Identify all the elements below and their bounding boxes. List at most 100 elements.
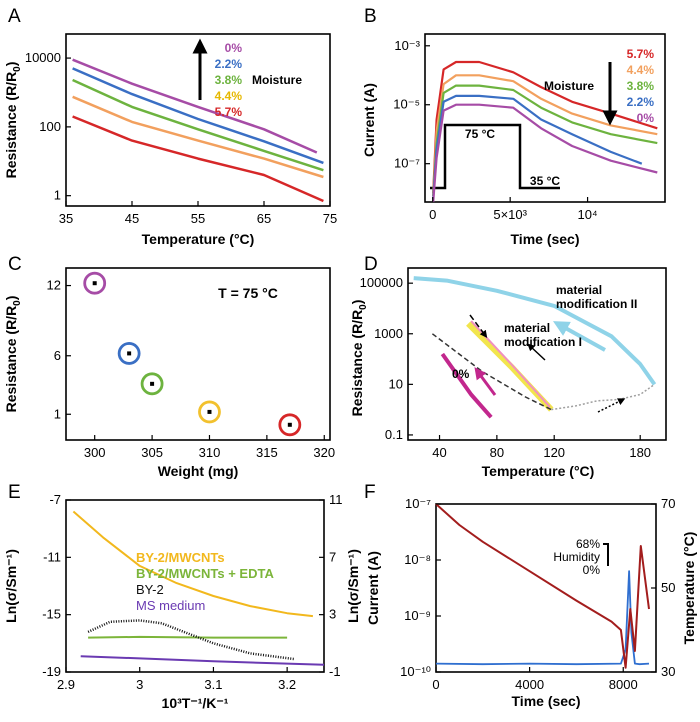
e-ylabel: Ln(σ/Sm⁻¹)	[3, 549, 19, 623]
c-temperature-label: T = 75 °C	[218, 285, 278, 301]
b-legend-0pct: 0%	[637, 111, 655, 125]
a-line-4-4pct	[72, 95, 324, 179]
e-line-by2	[87, 619, 295, 661]
e-xtick-1: 3	[136, 677, 143, 692]
a-line-0pct	[72, 58, 318, 154]
b-legend-2-2pct: 2.2%	[627, 95, 655, 109]
d-ytick-1: 10	[389, 376, 403, 391]
f-ylabel-right: Temperature (°C)	[681, 532, 697, 645]
panel-b-series	[432, 60, 658, 203]
e-legend-by2-mwcnts-edta: BY-2/MWCNTs + EDTA	[136, 566, 274, 581]
f-humidity-0: 0%	[583, 563, 601, 577]
f-rytick-1: 50	[661, 580, 675, 595]
d-ytick-3: 100000	[360, 275, 403, 290]
b-line-4-4pct	[432, 74, 658, 197]
panel-e-x-ticks: 2.9 3 3.1 3.2	[57, 667, 296, 692]
e-legend-by2: BY-2	[136, 582, 164, 597]
c-xtick-3: 315	[256, 445, 278, 460]
b-ytick-0: 10⁻⁷	[394, 156, 420, 171]
d-xtick-2: 120	[543, 445, 565, 460]
a-xtick-1: 45	[125, 211, 139, 226]
d-down-arrow	[469, 314, 488, 338]
e-xtick-2: 3.1	[204, 677, 222, 692]
f-line-current	[435, 570, 650, 666]
d-line-modification-ii	[413, 276, 657, 386]
a-xtick-3: 65	[257, 211, 271, 226]
b-moisture-label: Moisture	[544, 79, 594, 93]
f-xtick-1: 4000	[515, 677, 544, 692]
f-line-temperature	[435, 503, 650, 669]
panel-c-x-ticks: 300 305 310 315 320	[84, 435, 335, 460]
panel-f-y-ticks: 10⁻¹⁰ 10⁻⁹ 10⁻⁸ 10⁻⁷	[400, 496, 441, 679]
f-rytick-2: 70	[661, 496, 675, 511]
e-ytick-0: -7	[49, 492, 61, 507]
e-line-by2-mwcnts-edta	[88, 635, 288, 639]
panel-a: 35 45 55 65 75 1 100 10000 Temperature (…	[3, 33, 337, 247]
panel-f-x-ticks: 0 4000 8000	[432, 667, 638, 692]
panel-e: 2.9 3 3.1 3.2 -7 -11 -15 -19 11 7 3 -1 1…	[3, 492, 361, 711]
d-xlabel: Temperature (°C)	[482, 463, 595, 479]
f-humidity-label: Humidity	[553, 550, 600, 564]
d-mod-i-line2: modification I	[504, 335, 582, 349]
f-xlabel: Time (sec)	[512, 693, 581, 709]
d-xtick-3: 180	[629, 445, 651, 460]
f-xtick-0: 0	[432, 677, 439, 692]
d-line-return	[551, 383, 655, 411]
b-inset-35c: 35 °C	[530, 174, 560, 188]
panel-b-x-ticks: 0 5×10³ 10⁴	[429, 197, 598, 222]
c-xtick-1: 305	[141, 445, 163, 460]
panel-d-y-ticks: 0.1 10 1000 100000	[360, 275, 413, 442]
b-legend-4-4pct: 4.4%	[627, 63, 655, 77]
panel-label-b: B	[364, 6, 377, 27]
c-xlabel: Weight (mg)	[158, 463, 239, 479]
e-legend-by2-mwcnts: BY-2/MWCNTs	[136, 550, 225, 565]
a-xtick-2: 55	[191, 211, 205, 226]
a-line-2-2pct	[72, 67, 324, 165]
panel-a-series	[72, 58, 324, 203]
c-ytick-2: 12	[47, 278, 61, 293]
a-ytick-0: 1	[54, 188, 61, 203]
e-rytick-1: 7	[329, 549, 336, 564]
a-moisture-label: Moisture	[252, 73, 302, 87]
b-legend-5-7pct: 5.7%	[627, 47, 655, 61]
d-ylabel: Resistance (R/R0)	[349, 300, 369, 417]
panel-label-d: D	[364, 254, 378, 275]
panel-b-frame	[424, 33, 666, 203]
panel-c: 300 305 310 315 320 1 6 12 Weight (mg) R…	[3, 267, 335, 479]
b-ylabel: Current (A)	[361, 83, 377, 157]
d-yellow-arrow	[527, 343, 546, 361]
a-line-5-7pct	[72, 115, 324, 203]
d-xtick-1: 80	[490, 445, 504, 460]
f-ytick-0: 10⁻¹⁰	[400, 664, 431, 679]
a-legend-5-7pct: 5.7%	[215, 105, 243, 119]
b-line-2-2pct	[432, 94, 643, 200]
c-point-3	[198, 400, 221, 424]
f-xtick-2: 8000	[609, 677, 638, 692]
c-point-4	[278, 413, 302, 437]
d-mod-i-label: material modification I	[504, 321, 582, 349]
panel-f-right-y-ticks: 30 50 70	[651, 496, 675, 679]
e-line-ms-medium	[80, 655, 325, 666]
d-mod-ii-label: material modification II	[556, 283, 637, 311]
panel-d: 40 80 120 180 0.1 10 1000 100000 Tempera…	[349, 267, 667, 479]
d-line-0pct	[440, 352, 493, 419]
d-up-arrow	[597, 398, 626, 413]
b-ytick-1: 10⁻⁵	[393, 97, 420, 112]
panel-label-c: C	[8, 254, 22, 275]
c-xtick-4: 320	[313, 445, 335, 460]
panel-c-y-ticks: 1 6 12	[47, 278, 71, 421]
a-legend-0pct: 0%	[225, 41, 243, 55]
b-line-0pct	[432, 103, 658, 203]
d-xtick-0: 40	[432, 445, 446, 460]
panel-a-y-ticks: 1 100 10000	[25, 50, 71, 203]
panel-b: 75 °C 35 °C 0 5×10³ 10⁴ 10⁻⁷ 10⁻⁵ 10⁻³ T…	[361, 33, 666, 247]
b-xlabel: Time (sec)	[511, 231, 580, 247]
d-mod-ii-line2: modification II	[556, 297, 637, 311]
panel-a-x-ticks: 35 45 55 65 75	[59, 201, 337, 226]
panel-e-y-ticks: -7 -11 -15 -19	[42, 492, 71, 679]
e-line-by2-mwcnts	[72, 510, 314, 618]
d-0pct-label: 0%	[452, 367, 470, 381]
d-pink-arrow	[474, 367, 497, 396]
c-ylabel: Resistance (R/R0)	[3, 296, 23, 413]
